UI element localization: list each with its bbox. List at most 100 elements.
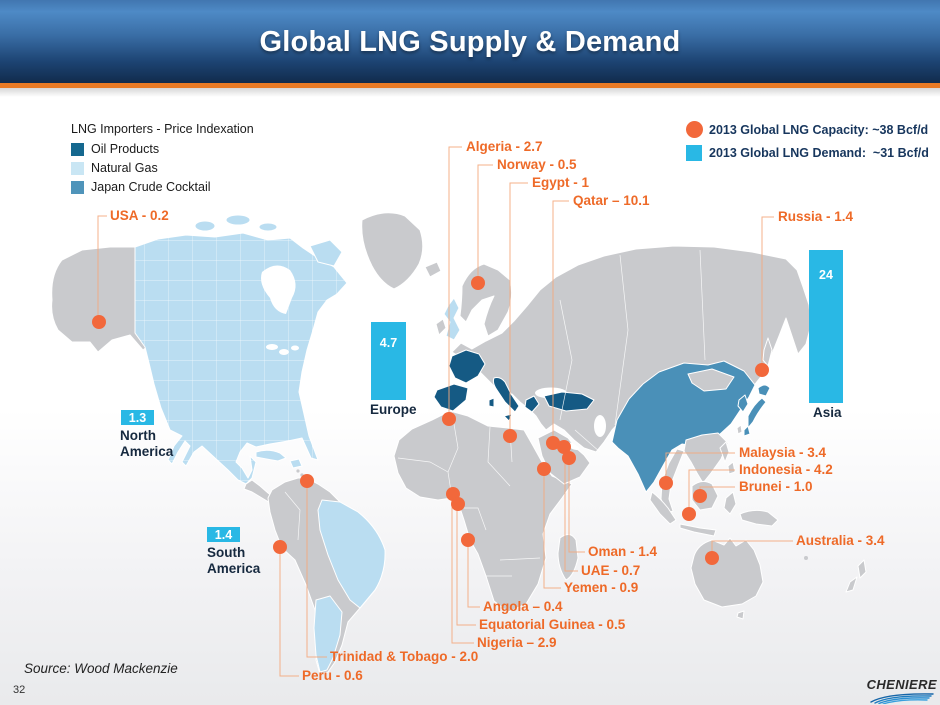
landmass-sumatra <box>649 491 677 525</box>
landmass-sulawesi <box>723 491 737 515</box>
marker-dot-equatorial-guinea <box>451 497 465 511</box>
demand-bar-south-america: 1.4 <box>207 527 240 542</box>
supply-label-norway: Norway - 0.5 <box>497 157 577 172</box>
supply-label-qatar: Qatar – 10.1 <box>573 193 650 208</box>
supply-label-trinidad-tobago: Trinidad & Tobago - 2.0 <box>330 649 479 664</box>
supply-label-nigeria: Nigeria – 2.9 <box>477 635 557 650</box>
source-note: Source: Wood Mackenzie <box>24 661 178 676</box>
demand-bar-value: 1.4 <box>214 527 233 542</box>
legend-item-japan-crude-cocktail: Japan Crude Cocktail <box>71 180 254 194</box>
cheniere-logo-text: CHENIERE <box>866 677 937 692</box>
landmass-greece <box>524 395 540 413</box>
capacity-legend-label: 2013 Global LNG Capacity: ~38 Bcf/d <box>709 122 929 137</box>
demand-bar-value: 4.7 <box>379 336 398 350</box>
connector-egypt <box>509 182 528 436</box>
demand-bar-asia: 24 <box>809 250 843 403</box>
connector-nigeria <box>451 496 474 644</box>
natural-gas-swatch <box>71 161 84 175</box>
supply-label-egypt: Egypt - 1 <box>532 175 590 190</box>
page-number: 32 <box>13 684 26 696</box>
marker-dot-qatar <box>546 436 560 450</box>
landmass-new-guinea <box>739 509 779 527</box>
marker-dot-yemen <box>537 462 551 476</box>
caspian-sea <box>594 415 606 437</box>
connector-qatar <box>552 200 569 443</box>
importer-legend-title: LNG Importers - Price Indexation <box>71 122 254 136</box>
marker-connectors <box>97 146 793 677</box>
connector-oman <box>568 460 585 553</box>
header-banner: Global LNG Supply & Demand <box>0 0 940 83</box>
marker-dot-australia <box>705 551 719 565</box>
connector-peru <box>279 549 299 677</box>
marker-dot-oman <box>562 451 576 465</box>
capacity-legend-row: 2013 Global LNG Capacity: ~38 Bcf/d <box>686 121 929 138</box>
landmass-philippines-south <box>727 461 736 475</box>
landmass-philippines <box>719 441 730 463</box>
hudson-bay <box>261 265 296 314</box>
marker-dot-algeria <box>442 412 456 426</box>
marker-dot-angola <box>461 533 475 547</box>
great-lake <box>279 349 289 355</box>
oil-products-swatch <box>71 142 84 156</box>
connector-yemen <box>543 471 561 589</box>
arctic-island <box>258 222 278 232</box>
marker-dot-peru <box>273 540 287 554</box>
connector-norway <box>477 164 493 283</box>
landmass-hispaniola <box>289 458 303 469</box>
landmass-brazil <box>317 499 386 609</box>
landmass-ireland <box>435 318 447 336</box>
country-borders <box>284 249 706 577</box>
marker-dot-russia <box>755 363 769 377</box>
legend-item-label: Japan Crude Cocktail <box>91 180 211 194</box>
supply-label-uae: UAE - 0.7 <box>581 563 641 578</box>
demand-square-icon <box>686 144 702 161</box>
marker-dot-brunei <box>693 489 707 503</box>
landmass-alaska <box>51 246 150 353</box>
supply-label-yemen: Yemen - 0.9 <box>564 580 639 595</box>
great-lake <box>291 345 299 351</box>
demand-bar-region-label: Asia <box>813 405 842 420</box>
importer-legend: LNG Importers - Price Indexation Oil Pro… <box>71 122 254 199</box>
demand-bar-europe: 4.7 <box>371 322 406 400</box>
landmass-argentina-chile <box>313 595 343 673</box>
landmass-cuba <box>255 449 287 462</box>
supply-markers <box>92 276 769 565</box>
legend-item-natural-gas: Natural Gas <box>71 161 254 175</box>
marker-dot-egypt <box>503 429 517 443</box>
arctic-island <box>194 220 216 232</box>
connector-angola <box>467 542 480 608</box>
connector-malaysia <box>665 452 735 481</box>
supply-label-equatorial-guinea: Equatorial Guinea - 0.5 <box>479 617 626 632</box>
supply-label-brunei: Brunei - 1.0 <box>739 479 813 494</box>
landmass-hokkaido <box>757 384 771 397</box>
demand-legend-row: 2013 Global LNG Demand: ~31 Bcf/d <box>686 144 929 161</box>
marker-dot-indonesia <box>682 507 696 521</box>
page-title: Global LNG Supply & Demand <box>259 26 681 58</box>
supply-label-malaysia: Malaysia - 3.4 <box>739 445 827 460</box>
demand-bar-north-america: 1.3 <box>121 410 154 425</box>
great-lake <box>266 344 278 350</box>
landmass-france <box>448 349 486 384</box>
cheniere-logo: CHENIERE <box>862 678 937 705</box>
landmass-new-zealand-north <box>857 559 867 579</box>
landmass-italy <box>492 377 520 413</box>
landmass-tasmania <box>736 610 745 620</box>
supply-label-peru: Peru - 0.6 <box>302 668 363 683</box>
landmass-greenland <box>361 212 424 290</box>
landmass-taiwan <box>736 424 743 435</box>
arctic-island <box>225 214 251 226</box>
landmass-scandinavia <box>459 263 513 337</box>
state-borders-overlay <box>135 233 347 484</box>
demand-bar-region-label: Europe <box>370 402 417 417</box>
landmass-sardinia <box>488 397 495 408</box>
marker-dot-malaysia <box>659 476 673 490</box>
connector-trinidad-tobago <box>306 483 327 658</box>
capacity-circle-icon <box>686 121 703 138</box>
demand-bar-value: 24 <box>819 268 833 282</box>
landmass-mongolia <box>687 368 735 392</box>
landmass-kyushu <box>743 425 751 437</box>
demand-bar-region-label: South America <box>207 545 261 576</box>
landmass-africa <box>393 410 573 613</box>
marker-dot-trinidad-tobago <box>300 474 314 488</box>
